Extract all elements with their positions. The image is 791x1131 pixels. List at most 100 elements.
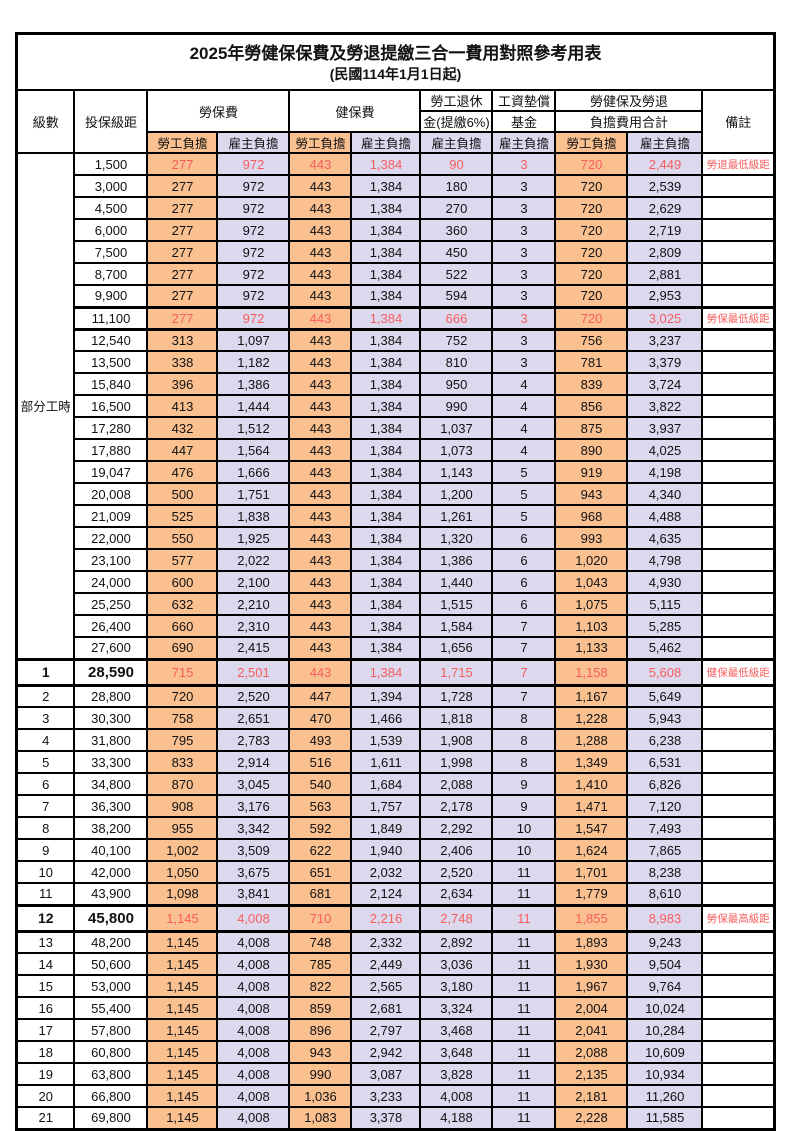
total-employer-cell: 2,881 bbox=[626, 262, 704, 286]
table-row: 15 53,000 1,145 4,008 822 2,565 3,180 11 1,967 9,… bbox=[15, 974, 776, 998]
wage-fund-employer-cell: 3 bbox=[491, 240, 557, 264]
col-header-health-insurance: 健保費 bbox=[288, 89, 422, 133]
remark-cell bbox=[701, 570, 776, 594]
health-employer-cell: 1,384 bbox=[350, 657, 422, 687]
bracket-cell: 57,800 bbox=[73, 1018, 149, 1042]
table-row: 15,840 396 1,386 443 1,384 950 4 839 3,724 bbox=[16, 372, 776, 396]
level-cell: 10 bbox=[15, 860, 76, 884]
pension-employer-cell: 3,648 bbox=[419, 1040, 494, 1064]
health-employer-cell: 1,384 bbox=[350, 614, 422, 638]
total-employer-cell: 7,120 bbox=[626, 794, 704, 818]
pension-employer-cell: 2,178 bbox=[419, 794, 494, 818]
labor-employee-cell: 1,145 bbox=[146, 952, 219, 976]
total-employer-cell: 5,608 bbox=[626, 657, 704, 687]
level-cell: 19 bbox=[15, 1062, 76, 1086]
header-group-row-2: 金(提繳6%) 基金 負擔費用合計 bbox=[16, 110, 774, 133]
labor-employee-cell: 577 bbox=[146, 548, 219, 572]
total-employee-cell: 943 bbox=[554, 482, 629, 506]
health-employer-cell: 2,565 bbox=[350, 974, 422, 998]
col-header-remark: 備註 bbox=[701, 89, 776, 154]
subheader-total-employer: 雇主負擔 bbox=[626, 131, 704, 154]
labor-employee-cell: 955 bbox=[146, 816, 219, 840]
health-employee-cell: 592 bbox=[288, 816, 353, 840]
pension-employer-cell: 1,440 bbox=[419, 570, 494, 594]
table-row: 8,700 277 972 443 1,384 522 3 720 2,881 bbox=[16, 262, 776, 286]
remark-cell: 健保最低級距 bbox=[701, 657, 776, 687]
labor-employee-cell: 277 bbox=[146, 262, 219, 286]
table-row: 24,000 600 2,100 443 1,384 1,440 6 1,043 4,930 bbox=[16, 570, 776, 594]
wage-fund-employer-cell: 11 bbox=[491, 952, 557, 976]
labor-employee-cell: 413 bbox=[146, 394, 219, 418]
health-employee-cell: 443 bbox=[288, 240, 353, 264]
remark-cell bbox=[701, 794, 776, 818]
total-employer-cell: 10,284 bbox=[626, 1018, 704, 1042]
health-employer-cell: 2,797 bbox=[350, 1018, 422, 1042]
pension-employer-cell: 2,892 bbox=[419, 930, 494, 954]
total-employee-cell: 2,041 bbox=[554, 1018, 629, 1042]
wage-fund-employer-cell: 11 bbox=[491, 860, 557, 884]
bracket-cell: 42,000 bbox=[73, 860, 149, 884]
pension-employer-cell: 4,008 bbox=[419, 1084, 494, 1108]
total-employee-cell: 1,410 bbox=[554, 772, 629, 796]
col-header-pension-line1: 勞工退休 bbox=[419, 89, 494, 112]
labor-employer-cell: 1,751 bbox=[216, 482, 291, 506]
total-employee-cell: 756 bbox=[554, 328, 629, 352]
bracket-cell: 66,800 bbox=[73, 1084, 149, 1108]
bracket-cell: 28,590 bbox=[73, 657, 149, 687]
pension-employer-cell: 1,998 bbox=[419, 750, 494, 774]
bracket-cell: 15,840 bbox=[73, 372, 149, 396]
total-employer-cell: 7,865 bbox=[626, 838, 704, 862]
total-employer-cell: 9,504 bbox=[626, 952, 704, 976]
level-cell: 13 bbox=[15, 930, 76, 954]
table-row: 19 63,800 1,145 4,008 990 3,087 3,828 11 2,135 10… bbox=[15, 1062, 776, 1086]
level-cell: 1 bbox=[15, 657, 76, 687]
total-employee-cell: 1,349 bbox=[554, 750, 629, 774]
total-employee-cell: 720 bbox=[554, 196, 629, 220]
pension-employer-cell: 1,818 bbox=[419, 706, 494, 730]
level-cell: 14 bbox=[15, 952, 76, 976]
labor-employer-cell: 4,008 bbox=[216, 1018, 291, 1042]
part-time-group-cell: 部分工時 bbox=[15, 152, 76, 660]
wage-fund-employer-cell: 6 bbox=[491, 526, 557, 550]
total-employee-cell: 1,701 bbox=[554, 860, 629, 884]
table-row: 7 36,300 908 3,176 563 1,757 2,178 9 1,471 7,120 bbox=[15, 794, 776, 818]
health-employee-cell: 443 bbox=[288, 460, 353, 484]
wage-fund-employer-cell: 3 bbox=[491, 152, 557, 176]
remark-cell bbox=[701, 974, 776, 998]
pension-employer-cell: 1,656 bbox=[419, 636, 494, 660]
bracket-cell: 17,880 bbox=[73, 438, 149, 462]
labor-employer-cell: 2,520 bbox=[216, 684, 291, 708]
wage-fund-employer-cell: 8 bbox=[491, 750, 557, 774]
health-employee-cell: 516 bbox=[288, 750, 353, 774]
wage-fund-employer-cell: 5 bbox=[491, 504, 557, 528]
bracket-cell: 8,700 bbox=[73, 262, 149, 286]
pension-employer-cell: 1,037 bbox=[419, 416, 494, 440]
bracket-cell: 20,008 bbox=[73, 482, 149, 506]
health-employee-cell: 443 bbox=[288, 482, 353, 506]
health-employer-cell: 1,384 bbox=[350, 416, 422, 440]
total-employee-cell: 993 bbox=[554, 526, 629, 550]
pension-employer-cell: 3,468 bbox=[419, 1018, 494, 1042]
table-row: 6,000 277 972 443 1,384 360 3 720 2,719 bbox=[16, 218, 776, 242]
remark-cell bbox=[701, 240, 776, 264]
labor-employer-cell: 4,008 bbox=[216, 1062, 291, 1086]
wage-fund-employer-cell: 5 bbox=[491, 482, 557, 506]
health-employee-cell: 443 bbox=[288, 284, 353, 308]
remark-cell: 勞退最低級距 bbox=[701, 152, 776, 176]
health-employee-cell: 443 bbox=[288, 350, 353, 374]
total-employee-cell: 1,228 bbox=[554, 706, 629, 730]
pension-employer-cell: 2,088 bbox=[419, 772, 494, 796]
pension-employer-cell: 1,715 bbox=[419, 657, 494, 687]
pension-employer-cell: 2,292 bbox=[419, 816, 494, 840]
health-employee-cell: 443 bbox=[288, 614, 353, 638]
table-row: 20,008 500 1,751 443 1,384 1,200 5 943 4,340 bbox=[16, 482, 776, 506]
health-employer-cell: 1,384 bbox=[350, 218, 422, 242]
pension-employer-cell: 1,261 bbox=[419, 504, 494, 528]
labor-employee-cell: 1,145 bbox=[146, 1062, 219, 1086]
wage-fund-employer-cell: 7 bbox=[491, 636, 557, 660]
health-employer-cell: 1,384 bbox=[350, 526, 422, 550]
labor-employee-cell: 870 bbox=[146, 772, 219, 796]
total-employer-cell: 6,826 bbox=[626, 772, 704, 796]
header-sub-row: 勞工負擔 雇主負擔 勞工負擔 雇主負擔 雇主負擔 雇主負擔 勞工負擔 雇主負擔 bbox=[16, 131, 774, 154]
bracket-cell: 24,000 bbox=[73, 570, 149, 594]
